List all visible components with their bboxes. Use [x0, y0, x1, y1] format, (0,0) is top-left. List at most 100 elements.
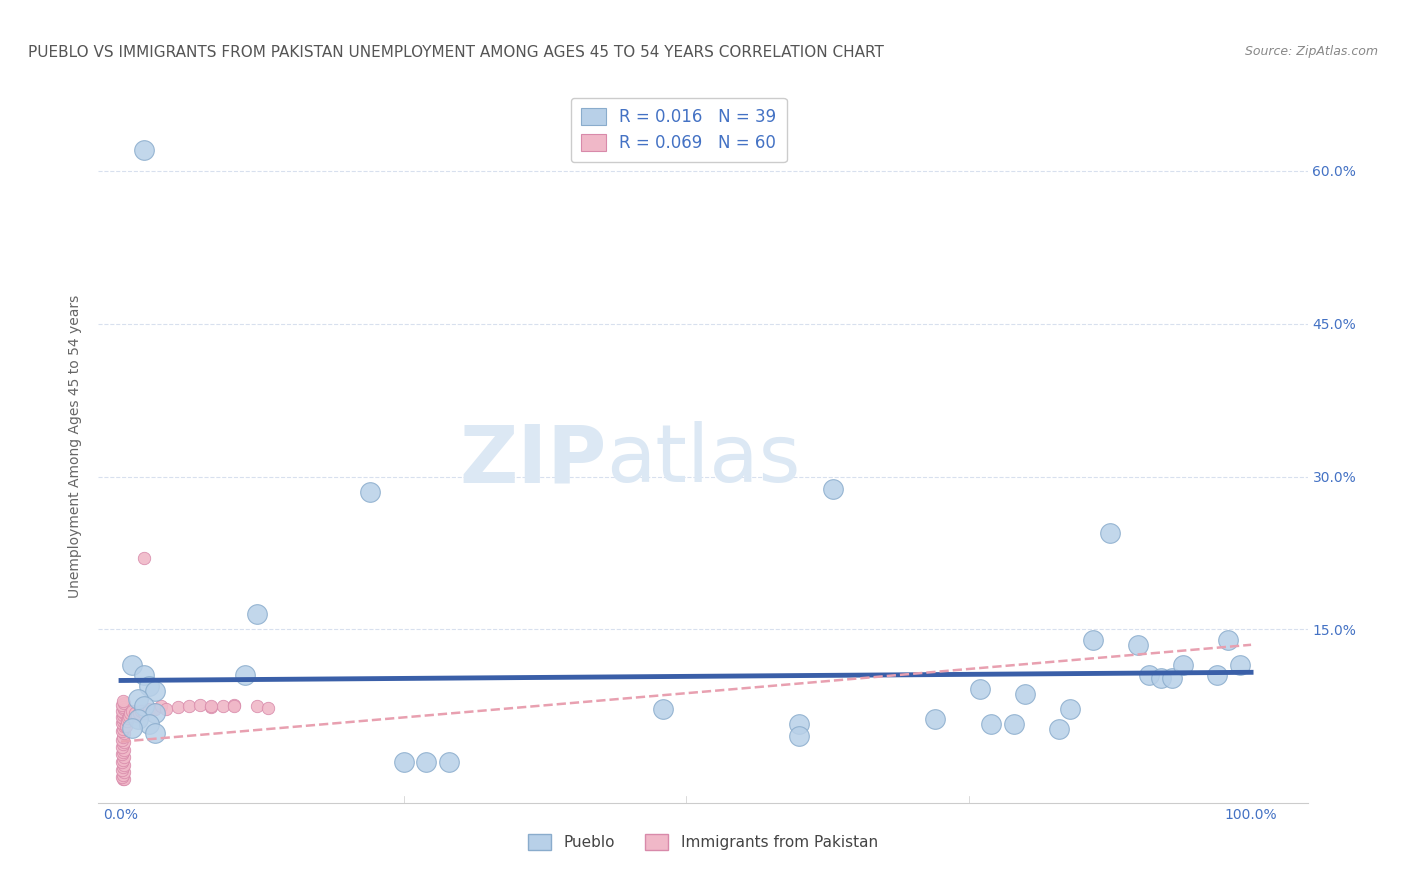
Y-axis label: Unemployment Among Ages 45 to 54 years: Unemployment Among Ages 45 to 54 years: [69, 294, 83, 598]
Text: Source: ZipAtlas.com: Source: ZipAtlas.com: [1244, 45, 1378, 58]
Point: [112, 696, 135, 710]
Text: ZIP: ZIP: [458, 421, 606, 500]
Point: [112, 734, 135, 748]
Point: [166, 700, 188, 714]
Point: [149, 698, 172, 713]
Point: [132, 551, 155, 566]
Point: [222, 698, 245, 712]
Point: [1218, 632, 1240, 647]
Point: [1047, 723, 1070, 737]
Point: [112, 708, 135, 723]
Point: [111, 739, 134, 754]
Point: [112, 700, 135, 714]
Point: [257, 701, 280, 715]
Point: [246, 698, 269, 713]
Point: [200, 700, 222, 714]
Point: [200, 698, 222, 713]
Point: [1098, 525, 1121, 540]
Point: [924, 712, 946, 726]
Legend: Pueblo, Immigrants from Pakistan: Pueblo, Immigrants from Pakistan: [519, 825, 887, 859]
Point: [1229, 658, 1251, 673]
Point: [114, 719, 136, 733]
Point: [112, 737, 135, 751]
Point: [392, 755, 415, 769]
Point: [112, 772, 135, 787]
Point: [111, 732, 134, 747]
Point: [112, 730, 135, 744]
Point: [112, 758, 135, 772]
Point: [222, 698, 245, 713]
Point: [121, 722, 143, 736]
Point: [132, 144, 155, 158]
Text: atlas: atlas: [606, 421, 800, 500]
Point: [124, 706, 146, 720]
Point: [138, 679, 160, 693]
Point: [127, 712, 149, 726]
Point: [112, 714, 135, 729]
Point: [112, 706, 135, 720]
Point: [112, 723, 135, 737]
Point: [111, 763, 134, 777]
Point: [112, 743, 135, 757]
Point: [1059, 702, 1081, 716]
Point: [111, 747, 134, 761]
Point: [1161, 672, 1184, 686]
Point: [115, 714, 138, 729]
Point: [131, 704, 153, 718]
Point: [120, 706, 142, 720]
Point: [111, 770, 134, 784]
Point: [128, 706, 150, 720]
Point: [132, 698, 155, 713]
Point: [111, 716, 134, 731]
Point: [112, 772, 135, 787]
Point: [111, 704, 134, 718]
Point: [112, 768, 135, 782]
Point: [969, 681, 991, 696]
Point: [112, 745, 135, 759]
Point: [787, 717, 810, 731]
Point: [112, 726, 135, 740]
Point: [125, 709, 148, 723]
Point: [118, 709, 141, 723]
Point: [111, 724, 134, 739]
Point: [111, 698, 134, 712]
Point: [415, 755, 437, 769]
Point: [211, 698, 233, 713]
Point: [1081, 632, 1104, 647]
Point: [155, 702, 177, 716]
Point: [112, 712, 135, 726]
Point: [980, 717, 1002, 731]
Point: [138, 717, 160, 731]
Point: [1173, 658, 1195, 673]
Point: [111, 710, 134, 724]
Point: [1206, 668, 1229, 682]
Point: [121, 658, 143, 673]
Text: PUEBLO VS IMMIGRANTS FROM PAKISTAN UNEMPLOYMENT AMONG AGES 45 TO 54 YEARS CORREL: PUEBLO VS IMMIGRANTS FROM PAKISTAN UNEMP…: [28, 45, 884, 60]
Point: [143, 706, 166, 720]
Point: [1137, 668, 1160, 682]
Point: [112, 753, 135, 767]
Point: [143, 726, 166, 740]
Point: [112, 765, 135, 780]
Point: [112, 702, 135, 716]
Point: [121, 704, 143, 718]
Point: [821, 482, 844, 496]
Point: [787, 729, 810, 743]
Point: [132, 668, 155, 682]
Point: [111, 755, 134, 769]
Point: [132, 706, 155, 720]
Point: [112, 719, 135, 733]
Point: [112, 694, 135, 708]
Point: [117, 711, 139, 725]
Point: [1002, 717, 1025, 731]
Point: [652, 702, 675, 716]
Point: [437, 755, 460, 769]
Point: [233, 668, 256, 682]
Point: [143, 683, 166, 698]
Point: [359, 484, 381, 499]
Point: [127, 691, 149, 706]
Point: [177, 698, 200, 713]
Point: [112, 760, 135, 774]
Point: [1014, 687, 1036, 701]
Point: [138, 702, 160, 716]
